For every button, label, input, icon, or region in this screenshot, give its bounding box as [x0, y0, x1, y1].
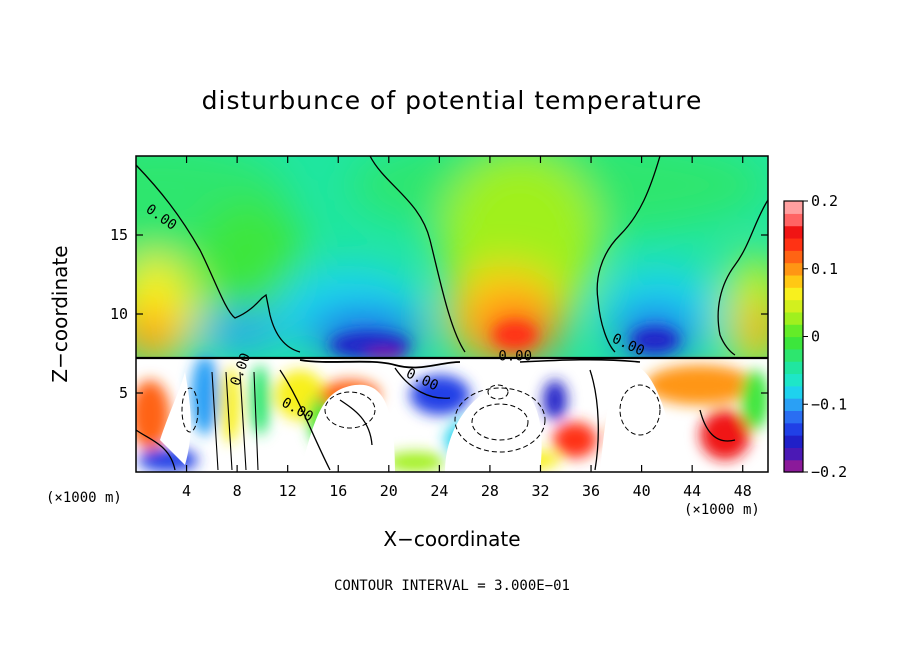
- contour-line: [394, 367, 451, 399]
- contour-line: [181, 387, 199, 433]
- field-blob: [220, 367, 240, 443]
- y-tick-label: 15: [110, 226, 128, 244]
- field-core: [493, 321, 537, 349]
- x-tick-label: 16: [329, 482, 347, 500]
- x-tick-label: 28: [481, 482, 499, 500]
- colorbar: 0.2 0.1 0 −0.1 −0.2: [783, 192, 847, 481]
- field-core: [631, 328, 679, 352]
- contour-line: [619, 384, 661, 436]
- plot-area: [136, 156, 768, 472]
- contour-line: [279, 369, 331, 471]
- x-tick-label: 44: [683, 482, 701, 500]
- y-tick-label: 10: [110, 305, 128, 323]
- x-tick-label: 40: [633, 482, 651, 500]
- field-blob: [700, 410, 750, 460]
- colorbar-swatch: [784, 422, 803, 436]
- y-axis-label: Z−coordinate: [48, 245, 72, 383]
- colorbar-swatch: [784, 311, 803, 325]
- chart-title: disturbunce of potential temperature: [201, 86, 703, 115]
- colorbar-tick-label: −0.2: [811, 463, 847, 481]
- contour-line: [136, 429, 176, 471]
- colorbar-swatch: [784, 447, 803, 461]
- contour-lines: [136, 156, 768, 471]
- z-unit-label: (×1000 m): [46, 490, 122, 506]
- colorbar-swatch: [784, 459, 803, 473]
- contour-line: [519, 358, 641, 363]
- colorbar-swatch: [784, 262, 803, 276]
- colorbar-swatch: [784, 299, 803, 313]
- contour-line: [589, 369, 599, 471]
- field-blob: [138, 448, 198, 472]
- white-plume: [600, 364, 680, 472]
- contour-line: [699, 409, 736, 442]
- x-tick-label: 12: [279, 482, 297, 500]
- field-blob: [195, 310, 285, 350]
- field-blob: [553, 422, 597, 458]
- contour-line: [324, 391, 376, 429]
- x-axis-label: X−coordinate: [383, 527, 521, 551]
- colorbar-swatch: [784, 385, 803, 399]
- field-blob: [136, 380, 170, 450]
- field-blob: [136, 310, 178, 360]
- colorbar-swatch: [784, 348, 803, 362]
- y-axis-ticks: 5 10 15: [110, 226, 768, 402]
- colorbar-swatch: [784, 250, 803, 264]
- contour-interval-note: CONTOUR INTERVAL = 3.000E−01: [333, 578, 570, 594]
- colorbar-swatch: [784, 373, 803, 387]
- contour-line: [596, 156, 661, 353]
- colorbar-tick-label: 0: [811, 328, 820, 346]
- field-blob: [250, 365, 270, 435]
- white-plume: [160, 372, 191, 465]
- colorbar-swatch: [784, 361, 803, 375]
- field-blob: [543, 380, 567, 420]
- field-blob: [195, 200, 305, 320]
- upper-layer-cores: [330, 321, 679, 360]
- contour-label: 0.00: [498, 349, 532, 365]
- colorbar-swatch: [784, 410, 803, 424]
- contour-line: [339, 399, 373, 446]
- field-blob: [410, 375, 470, 415]
- colorbar-swatch: [784, 225, 803, 239]
- colorbar-swatch: [784, 398, 803, 412]
- field-blob: [385, 452, 445, 472]
- colorbar-swatch: [784, 201, 803, 214]
- x-tick-label: 32: [531, 482, 549, 500]
- colorbar-tick-label: 0.2: [811, 192, 838, 210]
- x-axis-ticks: 4 8 12 16 20 24 28 32 36 40 44 48: [182, 156, 752, 500]
- contour-line: [717, 199, 768, 356]
- x-tick-label: 36: [582, 482, 600, 500]
- colorbar-swatch: [784, 324, 803, 338]
- field-blob: [741, 370, 768, 430]
- contour-line: [471, 403, 529, 441]
- colorbar-tick-label: −0.1: [811, 395, 847, 413]
- contour-line: [211, 371, 259, 471]
- x-tick-label: 20: [380, 482, 398, 500]
- x-tick-label: 24: [430, 482, 448, 500]
- contour-line: [136, 164, 301, 353]
- x-tick-label: 48: [734, 482, 752, 500]
- colorbar-swatch: [784, 336, 803, 350]
- colorbar-swatch: [784, 274, 803, 288]
- colorbar-swatch: [784, 435, 803, 448]
- contour-line: [299, 359, 461, 369]
- colorbar-swatch: [784, 237, 803, 251]
- contour-line: [369, 156, 466, 353]
- x-tick-label: 4: [182, 482, 191, 500]
- x-unit-label: (×1000 m): [684, 502, 760, 518]
- x-tick-label: 8: [233, 482, 242, 500]
- colorbar-swatch: [784, 287, 803, 301]
- colorbar-tick-label: 0.1: [811, 260, 838, 278]
- field-blob: [742, 305, 768, 355]
- field-blob: [645, 365, 755, 405]
- contour-line: [454, 387, 546, 453]
- negative-contours: [181, 384, 661, 453]
- colorbar-swatch: [784, 213, 803, 227]
- contour-line: [487, 384, 509, 400]
- white-plume: [445, 384, 542, 472]
- y-tick-label: 5: [119, 384, 128, 402]
